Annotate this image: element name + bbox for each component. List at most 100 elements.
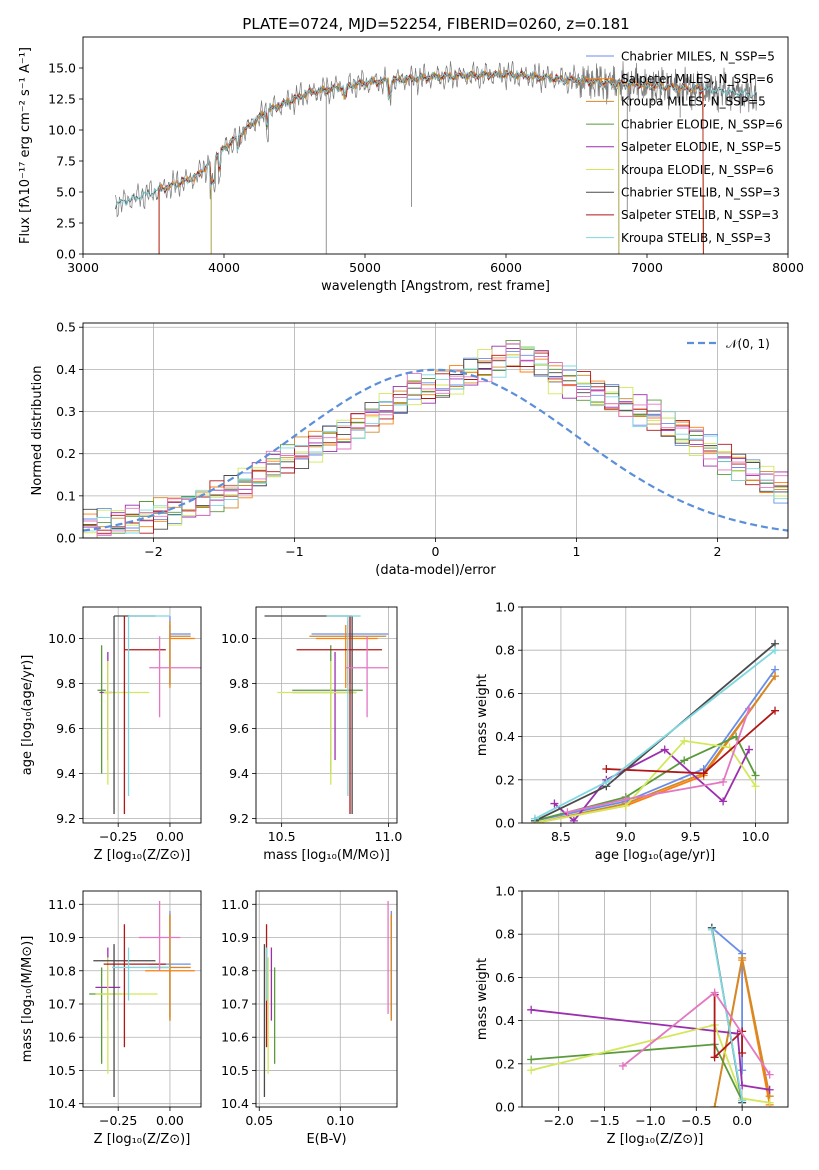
histogram-step-line (83, 343, 788, 538)
y-tick-label: 0.2 (56, 446, 76, 461)
x-tick-label: 0 (432, 544, 440, 559)
errorbar-point (97, 645, 106, 774)
x-tick-label: 10.0 (742, 829, 770, 844)
x-tick-label: 11.0 (375, 829, 403, 844)
plus-marker (602, 777, 611, 786)
y-tick-label: 11.0 (221, 897, 249, 912)
y-tick-label: 10.0 (48, 631, 76, 646)
y-tick-label: 10.8 (48, 963, 76, 978)
axes-frame (521, 606, 789, 824)
legend-label: 𝒩(0, 1) (726, 337, 770, 351)
model-spectrum-line (210, 69, 620, 254)
y-tick-label: 9.8 (229, 676, 249, 691)
plus-marker (738, 1049, 747, 1057)
plus-marker (680, 756, 689, 765)
normal-distribution-curve (83, 368, 788, 532)
y-tick-label: 10.7 (221, 996, 249, 1011)
y-tick-label: 0.3 (56, 404, 76, 419)
y-tick-label: 10.0 (48, 123, 76, 138)
y-tick-label: 1.0 (495, 884, 515, 899)
y-tick-label: 0.1 (56, 488, 76, 503)
axes-frame (521, 890, 789, 1108)
y-tick-label: 9.6 (56, 721, 76, 736)
plot-area (264, 615, 389, 814)
mass-weight-vs-metallicity-panel: −2.0 −1.5 −1.0 −0.5 0.0 0.0 0.2 0.4 0.6 0.8 1.0 Z [… (475, 884, 789, 1147)
y-tick-label: 9.8 (56, 676, 76, 691)
x-tick-label: −0.5 (681, 1113, 711, 1128)
errorbar-point (103, 661, 150, 785)
plus-marker (710, 988, 719, 997)
x-tick-label: 10.5 (268, 829, 296, 844)
age-vs-metallicity-panel: −0.25 0.00 9.2 9.4 9.6 9.8 10.0 Z [log₁₀(Z/Z⊙)]… (20, 606, 202, 863)
legend-label: Chabrier MILES, N_SSP=5 (621, 49, 775, 63)
plot-area (114, 61, 758, 254)
plus-marker (569, 816, 578, 823)
legend-label: Chabrier STELIB, N_SSP=3 (621, 186, 780, 200)
legend-label: Salpeter STELIB, N_SSP=3 (621, 208, 779, 222)
y-tick-label: 10.0 (221, 631, 249, 646)
histogram-step-line (83, 347, 788, 538)
axes-frame (255, 606, 398, 824)
axes-frame (82, 890, 202, 1108)
axes-frame (82, 36, 789, 255)
errorbar-point (95, 957, 158, 1074)
plus-marker (765, 1098, 774, 1107)
y-tick-label: 15.0 (48, 61, 76, 76)
x-tick-label: −2.0 (544, 1113, 574, 1128)
plus-marker (710, 1053, 719, 1062)
y-axis-label: mass [log₁₀(M/M⊙)] (20, 936, 35, 1063)
legend-label: Salpeter ELODIE, N_SSP=5 (621, 140, 782, 154)
residual-histogram-panel: −2 −1 0 1 2 0.0 0.1 0.2 0.3 0.4 0.5 (data-model)/er… (30, 320, 789, 578)
y-tick-label: 0.0 (56, 247, 76, 262)
errorbar-point (149, 636, 201, 718)
mass-weight-vs-age-panel: 8.5 9.0 9.5 10.0 0.0 0.2 0.4 0.6 0.8 1.0 age [log₁… (475, 600, 789, 863)
plus-marker (527, 1066, 536, 1075)
legend-label: Salpeter MILES, N_SSP=6 (621, 72, 774, 86)
plus-marker (751, 771, 760, 780)
x-tick-label: 0.05 (245, 1113, 273, 1128)
mass-weight-series-line (713, 994, 743, 1060)
x-tick-label: 0.00 (156, 829, 184, 844)
plus-marker (550, 799, 559, 808)
plus-marker (771, 706, 780, 715)
x-tick-label: 7000 (631, 260, 663, 275)
y-tick-label: 2.5 (56, 216, 76, 231)
y-tick-label: 0.4 (495, 729, 515, 744)
y-tick-label: 11.0 (48, 897, 76, 912)
y-axis-label: Flux [fλ10⁻¹⁷ erg cm⁻² s⁻¹ A⁻¹] (18, 47, 33, 244)
y-tick-label: 0.0 (56, 531, 76, 546)
errorbar-point (89, 967, 123, 1064)
y-tick-label: 0.6 (495, 686, 515, 701)
legend-label: Kroupa MILES, N_SSP=5 (621, 95, 766, 109)
x-tick-label: −1.0 (635, 1113, 665, 1128)
spectrum-panel: 3000 4000 5000 6000 7000 8000 0.0 2.5 5.0 7.5 10.0… (18, 36, 804, 294)
y-axis-label: mass weight (475, 674, 490, 756)
x-tick-label: −1 (285, 544, 303, 559)
plus-marker (602, 765, 611, 773)
mass-weight-series-line (567, 708, 750, 814)
y-tick-label: 10.5 (48, 1063, 76, 1078)
plus-marker (765, 1085, 774, 1094)
mass-weight-series-line (711, 929, 743, 1101)
x-tick-label: −2 (144, 544, 162, 559)
x-axis-label: wavelength [Angstrom, rest frame] (321, 279, 550, 294)
plus-marker (660, 745, 669, 754)
y-tick-label: 0.6 (495, 970, 515, 985)
x-tick-label: 9.0 (616, 829, 636, 844)
plot-area (83, 340, 788, 538)
y-tick-label: 10.5 (221, 1063, 249, 1078)
y-tick-label: 9.6 (229, 721, 249, 736)
plus-marker (707, 925, 716, 934)
plus-marker (563, 808, 572, 817)
plot-area (97, 615, 201, 814)
y-tick-label: 7.5 (56, 154, 76, 169)
y-axis-label: mass weight (475, 958, 490, 1040)
y-tick-label: 9.2 (56, 811, 76, 826)
x-axis-label: Z [log₁₀(Z/Z⊙)] (607, 1132, 704, 1147)
x-tick-label: 2 (714, 544, 722, 559)
histogram-step-line (83, 346, 788, 538)
errorbar-point (111, 947, 170, 1001)
mass-vs-metallicity-panel: −0.25 0.00 10.4 10.5 10.6 10.7 10.8 10.9 11.0 Z [… (20, 890, 202, 1147)
errorbar-point (345, 636, 389, 718)
